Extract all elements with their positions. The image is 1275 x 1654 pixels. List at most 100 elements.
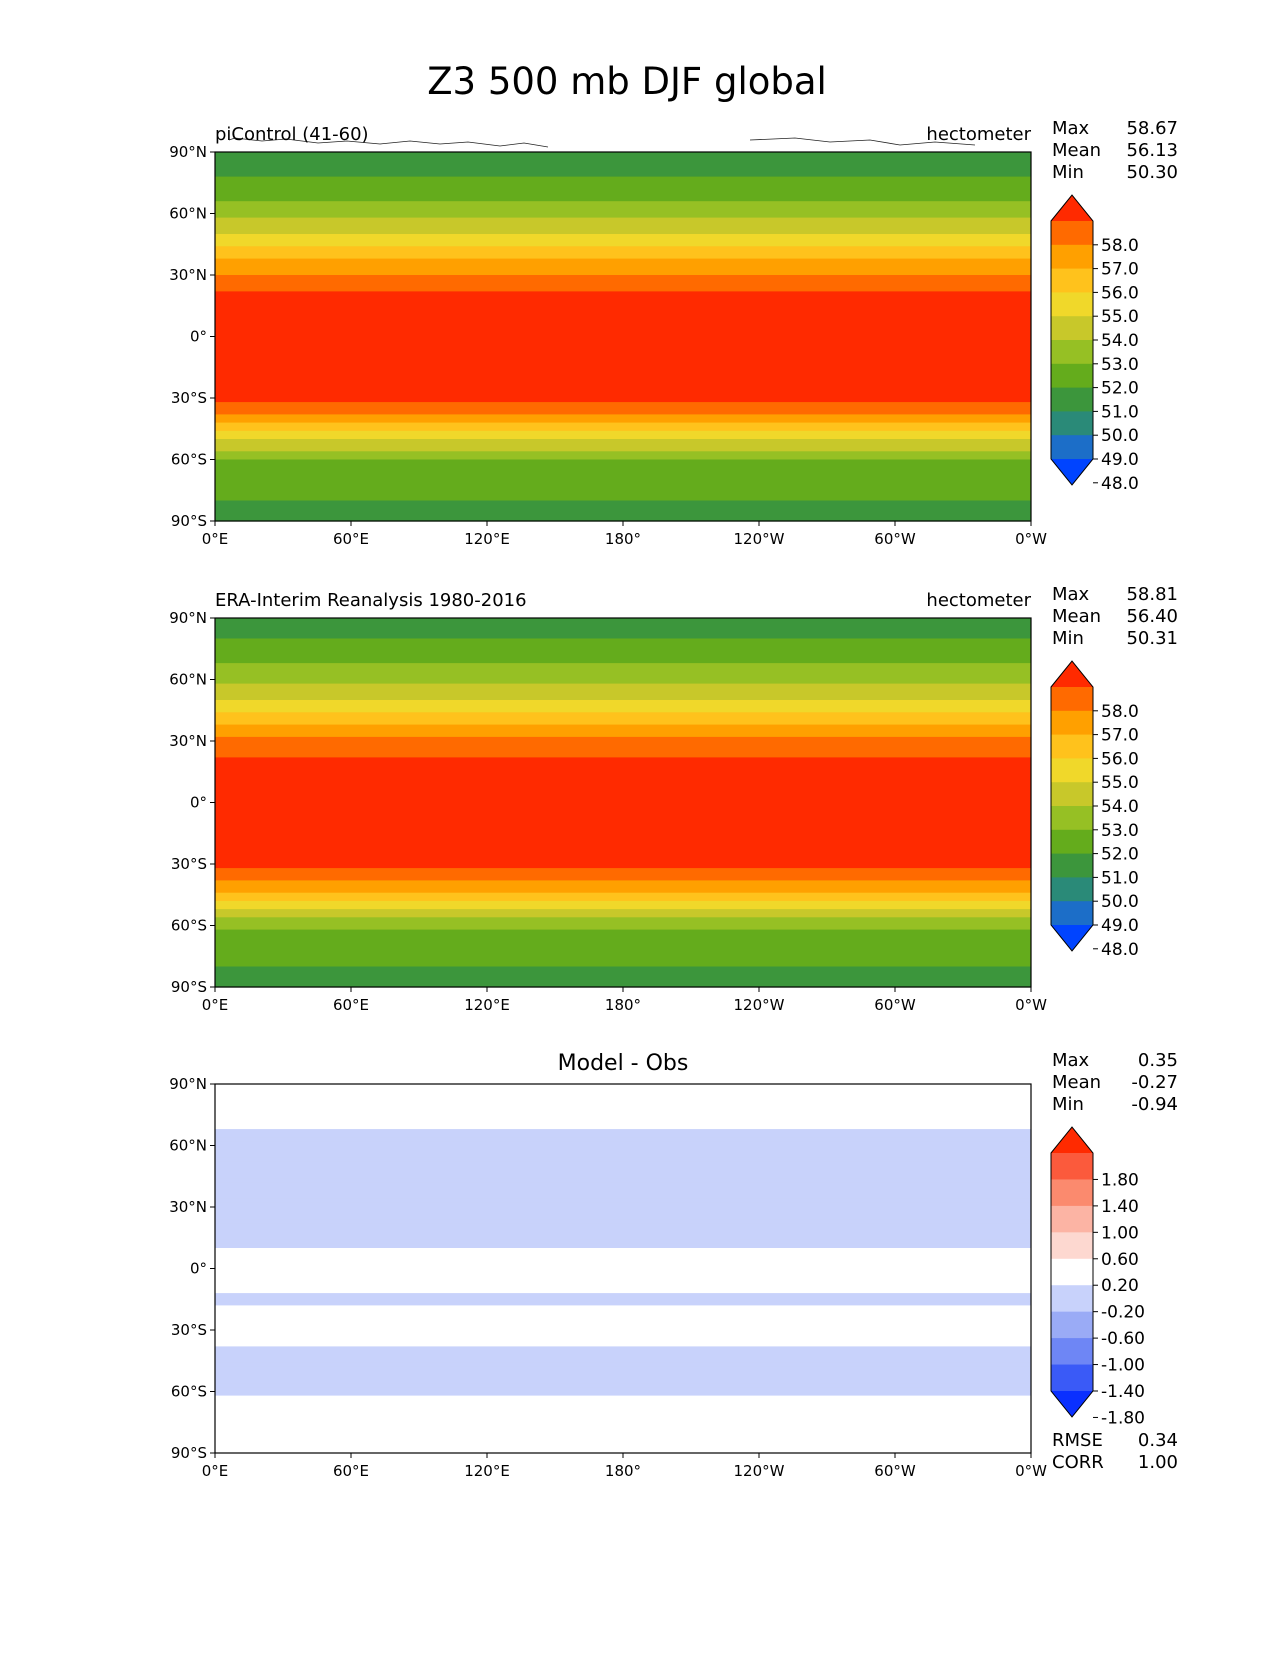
- lat-band: [215, 1305, 1031, 1311]
- x-tick-label: 120°W: [734, 996, 785, 1014]
- colorbar-tick-label: 57.0: [1101, 260, 1139, 280]
- colorbar-tick-label: 58.0: [1101, 236, 1139, 256]
- lat-band: [215, 279, 1031, 284]
- lat-band: [215, 344, 1031, 350]
- lat-band: [215, 1325, 1031, 1331]
- stat-label-max: Max: [1052, 1050, 1090, 1071]
- lat-band: [215, 1321, 1031, 1327]
- lat-band: [215, 1375, 1031, 1380]
- lat-band: [215, 1145, 1031, 1151]
- lat-band: [215, 209, 1031, 215]
- lat-band: [215, 393, 1031, 399]
- lat-band: [215, 373, 1031, 379]
- x-tick-label: 0°W: [1015, 1462, 1047, 1480]
- colorbar-segment: [1051, 782, 1093, 807]
- lat-band: [215, 1436, 1031, 1442]
- lat-band: [215, 488, 1031, 493]
- lat-band: [215, 398, 1031, 403]
- lat-band: [215, 1309, 1031, 1315]
- lat-band: [215, 361, 1031, 366]
- x-tick-label: 120°E: [464, 996, 510, 1014]
- lat-band: [215, 385, 1031, 391]
- lat-band: [215, 626, 1031, 631]
- lat-band: [215, 806, 1031, 812]
- colorbar-tick-label: 55.0: [1101, 773, 1139, 793]
- colorbar-extend-bottom: [1051, 1391, 1093, 1417]
- panel-3-bottom-stats: RMSE 0.34 CORR 1.00: [1052, 1430, 1178, 1473]
- lat-band: [215, 1264, 1031, 1270]
- lat-band: [215, 291, 1031, 297]
- lat-band: [215, 234, 1031, 239]
- lat-band: [215, 765, 1031, 771]
- lat-band: [215, 1289, 1031, 1294]
- lat-band: [215, 201, 1031, 206]
- stat-value-mean: 56.40: [1126, 606, 1178, 627]
- lat-band: [215, 447, 1031, 452]
- lat-band: [215, 671, 1031, 676]
- lat-band: [215, 1284, 1031, 1290]
- lat-band: [215, 455, 1031, 461]
- lat-band: [215, 1313, 1031, 1319]
- lat-band: [215, 500, 1031, 506]
- stat-value-max: 58.67: [1126, 118, 1178, 139]
- lat-band: [215, 827, 1031, 832]
- colorbar-segment: [1051, 710, 1093, 736]
- lat-band: [215, 913, 1031, 918]
- colorbar-segment: [1051, 877, 1093, 902]
- lat-band: [215, 917, 1031, 922]
- lat-band: [215, 471, 1031, 477]
- colorbar-segment: [1051, 829, 1093, 855]
- lat-band: [215, 340, 1031, 346]
- lat-band: [215, 1391, 1031, 1397]
- colorbar-segment: [1051, 387, 1093, 412]
- lat-band: [215, 1395, 1031, 1401]
- stat-label-mean: Mean: [1052, 1072, 1101, 1093]
- panel-2-stats: Max 58.81 Mean 56.40 Min 50.31: [1052, 584, 1178, 649]
- colorbar-extend-top: [1051, 1127, 1093, 1153]
- colorbar-tick-label: 48.0: [1101, 940, 1139, 960]
- x-tick-label: 0°E: [202, 1462, 229, 1480]
- lat-band: [215, 749, 1031, 754]
- lat-band: [215, 1317, 1031, 1323]
- lat-band: [215, 724, 1031, 730]
- colorbar-tick-label: 49.0: [1101, 916, 1139, 936]
- lat-band: [215, 958, 1031, 963]
- lat-band: [215, 855, 1031, 861]
- colorbar-tick-label: 50.0: [1101, 426, 1139, 446]
- lat-band: [215, 794, 1031, 799]
- lat-band: [215, 389, 1031, 395]
- lat-band: [215, 1186, 1031, 1192]
- lat-band: [215, 786, 1031, 791]
- lat-band: [215, 974, 1031, 980]
- colorbar-segment: [1051, 1285, 1093, 1313]
- stat-label-rmse: RMSE: [1052, 1430, 1103, 1451]
- lat-band: [215, 691, 1031, 697]
- panel-2-fill: [215, 618, 1031, 988]
- lat-band: [215, 369, 1031, 374]
- stat-label-mean: Mean: [1052, 140, 1101, 161]
- lat-band: [215, 414, 1031, 420]
- stat-value-min: 50.31: [1126, 628, 1178, 649]
- lat-band: [215, 381, 1031, 387]
- lat-band: [215, 823, 1031, 828]
- lat-band: [215, 736, 1031, 742]
- lat-band: [215, 1194, 1031, 1200]
- lat-band: [215, 900, 1031, 906]
- stat-label-min: Min: [1052, 1094, 1084, 1115]
- lat-band: [215, 1330, 1031, 1335]
- lat-band: [215, 864, 1031, 869]
- y-tick-label: 90°S: [171, 1444, 207, 1462]
- lat-band: [215, 921, 1031, 927]
- lat-band: [215, 184, 1031, 190]
- lat-band: [215, 1149, 1031, 1155]
- lat-band: [215, 275, 1031, 280]
- lat-band: [215, 642, 1031, 648]
- lat-band: [215, 700, 1031, 705]
- lat-band: [215, 266, 1031, 272]
- colorbar-tick-label: 56.0: [1101, 749, 1139, 769]
- lat-band: [215, 439, 1031, 444]
- lat-band: [215, 242, 1031, 247]
- lat-band: [215, 1272, 1031, 1278]
- lat-band: [215, 430, 1031, 436]
